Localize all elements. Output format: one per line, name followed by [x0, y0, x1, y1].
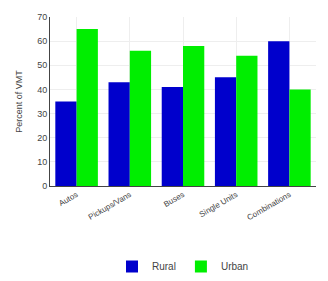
svg-text:30: 30	[37, 109, 47, 119]
svg-text:Pickups/Vans: Pickups/Vans	[87, 190, 133, 222]
svg-text:Percent of VMT: Percent of VMT	[14, 70, 24, 133]
svg-text:Rural: Rural	[152, 261, 176, 272]
svg-text:Buses: Buses	[162, 190, 186, 209]
svg-text:20: 20	[37, 133, 47, 143]
svg-text:50: 50	[37, 60, 47, 70]
svg-text:Combinations: Combinations	[246, 190, 293, 222]
svg-text:40: 40	[37, 85, 47, 95]
svg-text:Urban: Urban	[221, 261, 248, 272]
svg-text:Single Units: Single Units	[198, 190, 239, 219]
svg-text:0: 0	[42, 181, 47, 191]
svg-text:10: 10	[37, 157, 47, 167]
svg-text:60: 60	[37, 36, 47, 46]
svg-text:70: 70	[37, 12, 47, 22]
svg-text:Autos: Autos	[57, 190, 79, 208]
